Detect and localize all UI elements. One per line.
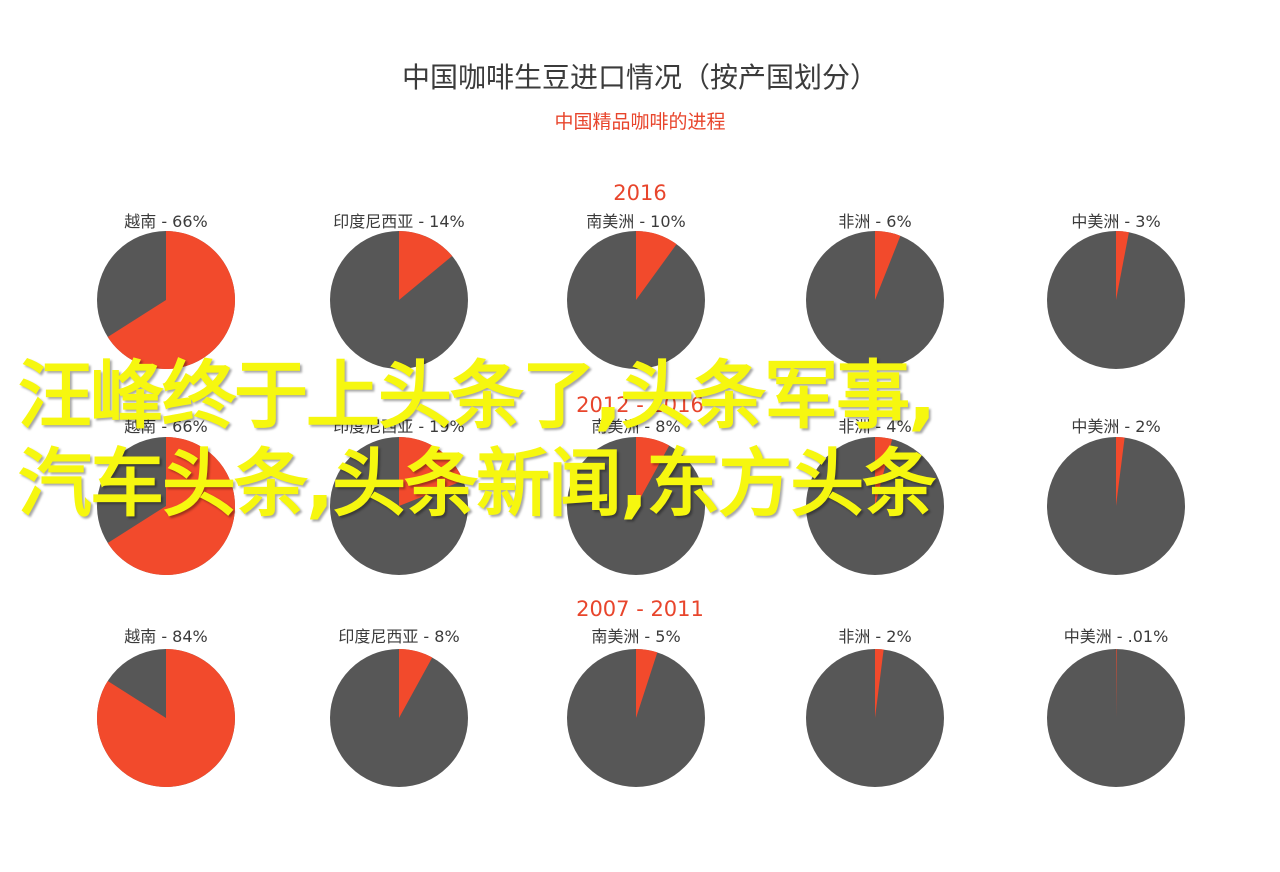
pie-share-slice	[107, 231, 235, 370]
pie-label-africa-2: 非洲 - 2%	[838, 627, 912, 646]
pie-south-america-0	[567, 231, 705, 369]
pie-central-america-1	[1047, 437, 1185, 575]
pie-label-south-america-2: 南美洲 - 5%	[591, 627, 681, 646]
pie-share-slice	[96, 649, 236, 788]
pie-label-africa-1: 非洲 - 4%	[838, 417, 912, 436]
pie-label-central-america-1: 中美洲 - 2%	[1071, 417, 1161, 436]
pie-south-america-2	[567, 649, 705, 787]
pie-label-vietnam-2: 越南 - 84%	[124, 627, 208, 646]
pie-share-slice	[875, 649, 884, 718]
pie-africa-1	[806, 437, 944, 575]
pie-share-slice	[875, 437, 893, 506]
pie-indonesia-1	[330, 437, 468, 575]
pie-share-slice	[107, 437, 236, 575]
watermark-line-2: 汽车头条,头条新闻,东方头条	[18, 441, 936, 527]
watermark-overlay: 汪峰终于上头条了,头条军事, 汽车头条,头条新闻,东方头条	[18, 352, 1278, 528]
pie-central-america-2	[1047, 649, 1185, 787]
pie-africa-2	[806, 649, 944, 787]
pie-share-slice	[636, 437, 670, 506]
pie-indonesia-2	[330, 649, 468, 787]
chart-title: 中国咖啡生豆进口情况（按产国划分）	[401, 61, 878, 94]
pie-vietnam-2	[96, 649, 236, 788]
pie-indonesia-0	[330, 231, 468, 369]
pie-share-slice	[399, 649, 433, 718]
pie-label-indonesia-2: 印度尼西亚 - 8%	[338, 627, 460, 646]
watermark-line-1: 汪峰终于上头条了,头条军事,	[18, 353, 936, 439]
pie-share-slice	[399, 437, 464, 506]
section-title-2007-2011: 2007 - 2011	[576, 597, 704, 621]
pie-central-america-0	[1047, 231, 1185, 369]
pie-label-central-america-0: 中美洲 - 3%	[1071, 212, 1161, 231]
section-title-2016: 2016	[613, 181, 667, 205]
pie-label-indonesia-0: 印度尼西亚 - 14%	[333, 212, 465, 231]
pie-label-vietnam-1: 越南 - 66%	[124, 417, 208, 436]
pie-share-slice	[1116, 649, 1117, 718]
pie-label-indonesia-1: 印度尼西亚 - 19%	[333, 417, 465, 436]
pie-label-south-america-0: 南美洲 - 10%	[586, 212, 686, 231]
pie-share-slice	[1116, 231, 1129, 300]
pie-share-slice	[399, 231, 453, 300]
pie-share-slice	[875, 231, 901, 300]
pie-label-south-america-1: 南美洲 - 8%	[591, 417, 681, 436]
pie-africa-0	[806, 231, 944, 369]
pie-vietnam-0	[97, 231, 235, 370]
pie-label-africa-0: 非洲 - 6%	[838, 212, 912, 231]
pie-label-central-america-2: 中美洲 - .01%	[1063, 627, 1169, 646]
pie-share-slice	[636, 649, 658, 718]
pie-south-america-1	[567, 437, 705, 575]
pie-vietnam-1	[97, 437, 236, 575]
pie-share-slice	[1116, 437, 1125, 506]
section-title-2012-2016: 2012 - 2016	[576, 393, 704, 417]
pie-label-vietnam-0: 越南 - 66%	[124, 212, 208, 231]
chart-subtitle: 中国精品咖啡的进程	[554, 111, 726, 133]
pie-share-slice	[636, 231, 677, 300]
